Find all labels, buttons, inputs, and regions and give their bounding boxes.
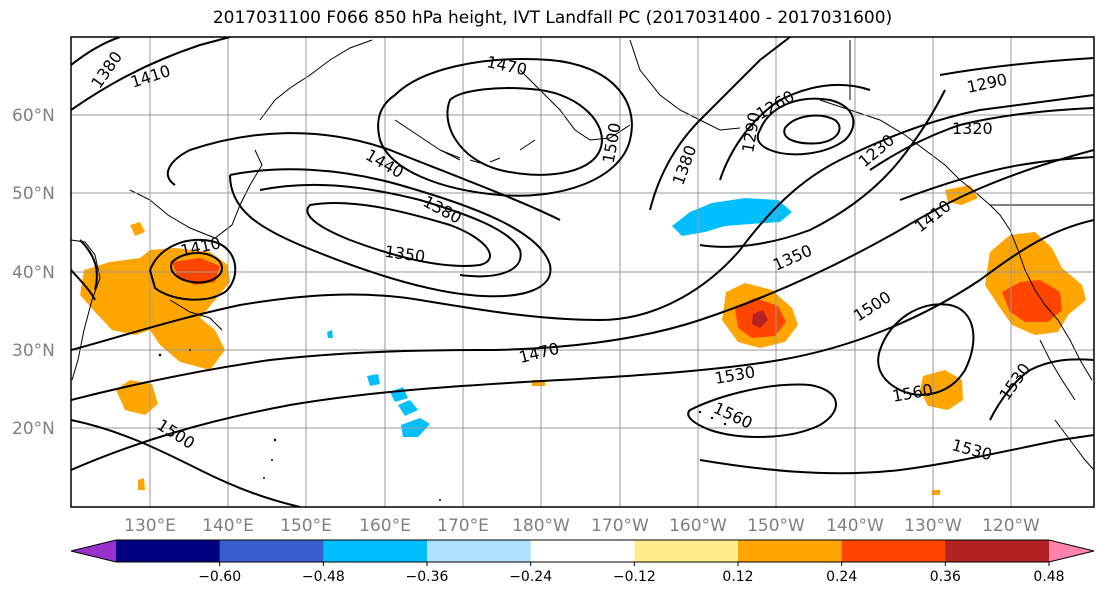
ivt-shade-california-red — [1002, 280, 1062, 322]
colorbar-tick-label: −0.60 — [198, 569, 241, 585]
map-title: 2017031100 F066 850 hPa height, IVT Land… — [212, 8, 893, 28]
colorbar-segment — [219, 540, 324, 562]
coast-bc — [974, 191, 1011, 231]
colorbar-tick-label: −0.48 — [302, 569, 345, 585]
colorbar-segment — [116, 540, 221, 562]
border-canada — [849, 40, 1094, 206]
colorbar-segment — [323, 540, 428, 562]
colorbar-segment — [841, 540, 946, 562]
lat-label: 50°N — [12, 184, 55, 204]
ivt-shade-tiny-2 — [932, 490, 940, 495]
ivt-shade-small-2 — [130, 222, 145, 236]
contour-1530-long — [71, 219, 1094, 471]
lon-label: 150°W — [747, 516, 805, 536]
ivt-shade-blue-small-1 — [367, 374, 380, 386]
contour-1440-outer — [166, 132, 561, 221]
ivt-shade-small-1 — [116, 380, 158, 415]
contour-1560-center — [687, 383, 837, 438]
contour-label: 1320 — [952, 119, 993, 138]
ivt-shade-blue-small-5 — [327, 330, 333, 338]
coast-korea-japan — [129, 149, 263, 239]
coast-california — [1009, 229, 1093, 381]
colorbar-extend-high — [1049, 540, 1094, 562]
lon-label: 120°W — [982, 516, 1040, 536]
map-frame — [70, 36, 1095, 508]
contour-1410-mid — [229, 168, 552, 298]
lon-label: 160°W — [669, 516, 727, 536]
colorbar-segment — [945, 540, 1050, 562]
colorbar-tick-label: 0.48 — [1033, 569, 1064, 585]
contour-1380-nw — [71, 37, 121, 66]
contour-1380-alaska — [649, 37, 791, 211]
contour-1410-ne — [899, 156, 1094, 201]
contour-1530-south — [699, 434, 1094, 475]
lat-label: 40°N — [12, 263, 55, 283]
colorbar-tick-label: −0.24 — [509, 569, 552, 585]
aleutians — [439, 139, 536, 164]
lat-label: 20°N — [12, 419, 55, 439]
contour-1230-low — [783, 114, 841, 145]
height-contours — [71, 37, 1094, 507]
ivt-shade-central-core — [752, 310, 768, 328]
colorbar-tick-label: −0.12 — [613, 569, 656, 585]
graticule — [71, 37, 1094, 507]
lon-label: 180°W — [512, 516, 570, 536]
colorbar-tick-label: 0.36 — [930, 569, 961, 585]
contour-1260-low — [756, 97, 855, 156]
lon-label: 140°E — [202, 516, 254, 536]
lon-label: 150°E — [280, 516, 332, 536]
coast-alaska — [629, 39, 741, 131]
contour-1470-long — [71, 94, 1094, 351]
coast-kamchatka — [259, 39, 373, 121]
contour-1380-mid — [259, 183, 522, 278]
lon-label: 140°W — [826, 516, 884, 536]
contour-1500-sw — [71, 419, 301, 507]
contour-1530-se — [989, 358, 1094, 421]
contour-1470-ring — [377, 58, 633, 197]
contour-1440-japan — [148, 238, 237, 301]
contour-1290-ne — [939, 57, 1094, 76]
lon-label: 160°E — [359, 516, 411, 536]
longitude-labels: 130°E 140°E 150°E 160°E 170°E 180°W 170°… — [124, 516, 1040, 536]
contour-1350-mid — [306, 201, 491, 267]
ivt-shade-small-3 — [138, 478, 145, 490]
colorbar-segment — [427, 540, 532, 562]
contour-1500-west — [79, 239, 98, 291]
lat-label: 30°N — [12, 341, 55, 361]
contour-1500-long — [71, 149, 1094, 401]
coast-kamchatka-east — [394, 119, 461, 161]
colorbar-segment — [634, 540, 739, 562]
colorbar-tick-label: 0.24 — [826, 569, 857, 585]
colorbar-extend-low — [71, 540, 116, 562]
colorbar-segment — [738, 540, 843, 562]
lat-label: 60°N — [12, 106, 55, 126]
ivt-shade-blue-small-3 — [398, 400, 418, 416]
ivt-shade-blue-alaska — [672, 198, 792, 236]
colorbar-tick-label: 0.12 — [722, 569, 753, 585]
lon-label: 130°W — [904, 516, 962, 536]
contour-1560-east — [877, 303, 975, 396]
contour-1500-low — [446, 87, 603, 176]
ivt-shading — [80, 185, 1086, 495]
coast-mexico — [1054, 419, 1094, 471]
lon-label: 170°E — [437, 516, 489, 536]
contour-1320-ne — [869, 107, 1094, 171]
lon-label: 170°W — [591, 516, 649, 536]
colorbar-segment — [530, 540, 635, 562]
contour-1410-japan — [170, 252, 223, 284]
contour-1380-west — [71, 269, 96, 301]
islands — [158, 348, 727, 501]
colorbar: −0.60 −0.48 −0.36 −0.24 −0.12 0.12 0.24 0.36 0.4… — [70, 539, 1095, 585]
lon-label: 130°E — [124, 516, 176, 536]
colorbar-outline — [70, 539, 1095, 563]
contour-1350-alaska — [699, 89, 946, 248]
contour-1290-alaska — [719, 83, 871, 181]
latitude-labels: 60°N 50°N 40°N 30°N 20°N — [12, 106, 55, 439]
contour-1410-nw — [71, 37, 231, 111]
colorbar-tick-label: −0.36 — [406, 569, 449, 585]
